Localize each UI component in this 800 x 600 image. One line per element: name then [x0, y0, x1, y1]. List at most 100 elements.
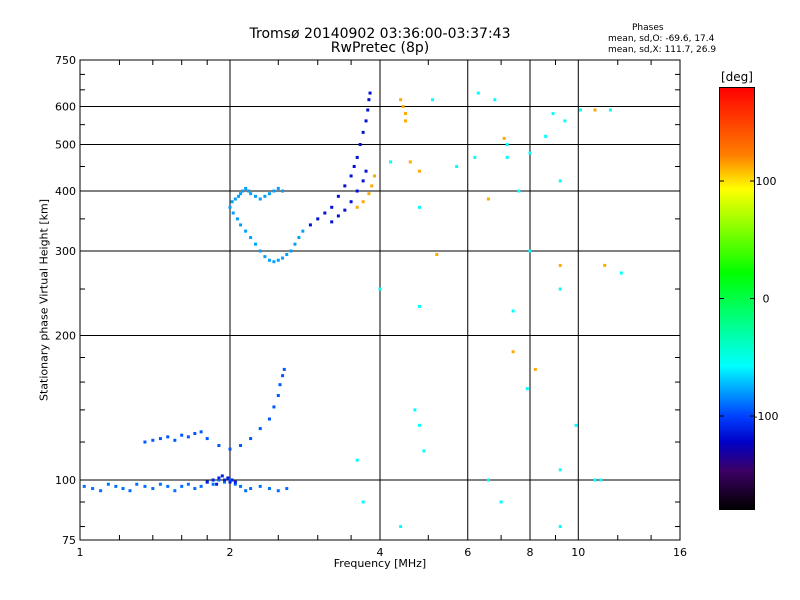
data-point — [308, 223, 312, 227]
data-point — [502, 136, 506, 140]
data-point — [361, 200, 365, 204]
data-point — [431, 98, 435, 102]
data-point — [278, 383, 282, 387]
data-point — [276, 394, 280, 398]
data-point — [249, 192, 253, 196]
data-point — [226, 476, 230, 480]
data-point — [517, 189, 521, 193]
data-point — [422, 449, 426, 453]
data-point — [249, 236, 253, 240]
data-point — [205, 480, 209, 484]
data-point — [114, 484, 118, 488]
y-tick-label: 750 — [55, 54, 76, 67]
data-point — [241, 189, 245, 193]
data-point — [158, 437, 162, 441]
data-point — [297, 236, 301, 240]
data-point — [173, 438, 177, 442]
colorbar-tick-label: 0 — [763, 293, 770, 306]
data-point — [505, 143, 509, 147]
data-point — [361, 179, 365, 183]
data-point — [599, 478, 603, 482]
data-point — [228, 480, 232, 484]
data-point — [258, 484, 262, 488]
data-point — [499, 500, 503, 504]
data-point — [389, 160, 393, 164]
data-point — [367, 192, 371, 196]
data-point — [493, 98, 497, 102]
data-point — [276, 186, 280, 190]
data-point — [143, 440, 147, 444]
data-point — [228, 447, 232, 451]
data-point — [544, 134, 548, 138]
data-point — [244, 489, 248, 493]
data-point — [236, 194, 240, 198]
data-point — [336, 194, 340, 198]
data-point — [258, 249, 262, 253]
data-point — [267, 192, 271, 196]
data-point — [228, 478, 232, 482]
data-point — [91, 487, 95, 491]
data-point — [231, 211, 235, 215]
data-point — [285, 253, 289, 257]
data-point — [244, 186, 248, 190]
data-point — [558, 263, 562, 267]
colorbar-tick-label: -100 — [754, 410, 779, 423]
data-point — [608, 108, 612, 112]
data-point — [593, 108, 597, 112]
data-point — [158, 482, 162, 486]
y-tick-label: 300 — [55, 245, 76, 258]
data-point — [215, 482, 219, 486]
data-point — [128, 489, 132, 493]
data-point — [378, 287, 382, 291]
data-point — [143, 484, 147, 488]
data-point — [368, 91, 372, 95]
data-point — [249, 437, 253, 441]
x-axis-label: Frequency [MHz] — [333, 557, 427, 570]
data-point — [228, 205, 232, 209]
data-point — [511, 309, 515, 313]
data-point — [289, 249, 293, 253]
data-point — [361, 500, 365, 504]
data-point — [366, 108, 370, 112]
data-point — [239, 484, 243, 488]
data-point — [263, 194, 267, 198]
data-point — [135, 482, 139, 486]
data-point — [186, 435, 190, 439]
x-tick-label: 4 — [377, 546, 384, 559]
data-point — [399, 525, 403, 529]
colorbar-unit: [deg] — [721, 70, 753, 84]
x-tick-label: 2 — [227, 546, 234, 559]
data-point — [82, 484, 86, 488]
x-tick-label: 10 — [571, 546, 585, 559]
data-point — [323, 211, 327, 215]
data-point — [293, 242, 297, 246]
data-point — [352, 164, 356, 168]
data-point — [121, 487, 125, 491]
chart-title: Tromsø 20140902 03:36:00-03:37:43 — [249, 26, 511, 42]
data-point — [281, 189, 285, 193]
data-point — [403, 112, 407, 116]
data-point — [619, 271, 623, 275]
data-point — [403, 119, 407, 123]
data-point — [367, 98, 371, 102]
x-tick-label: 1 — [77, 546, 84, 559]
data-point — [199, 430, 203, 434]
data-point — [373, 174, 377, 178]
x-tick-label: 16 — [673, 546, 687, 559]
y-tick-label: 75 — [62, 534, 76, 547]
data-point — [358, 143, 362, 147]
data-point — [193, 432, 197, 436]
data-point — [364, 169, 368, 173]
data-point — [230, 200, 234, 204]
chart-subtitle: RwPretec (8p) — [330, 40, 430, 56]
data-point — [151, 438, 155, 442]
data-point — [258, 427, 262, 431]
data-point — [180, 484, 184, 488]
data-point — [193, 487, 197, 491]
data-point — [355, 189, 359, 193]
data-point — [435, 253, 439, 257]
data-point — [285, 487, 289, 491]
data-point — [593, 478, 597, 482]
data-point — [343, 208, 347, 212]
